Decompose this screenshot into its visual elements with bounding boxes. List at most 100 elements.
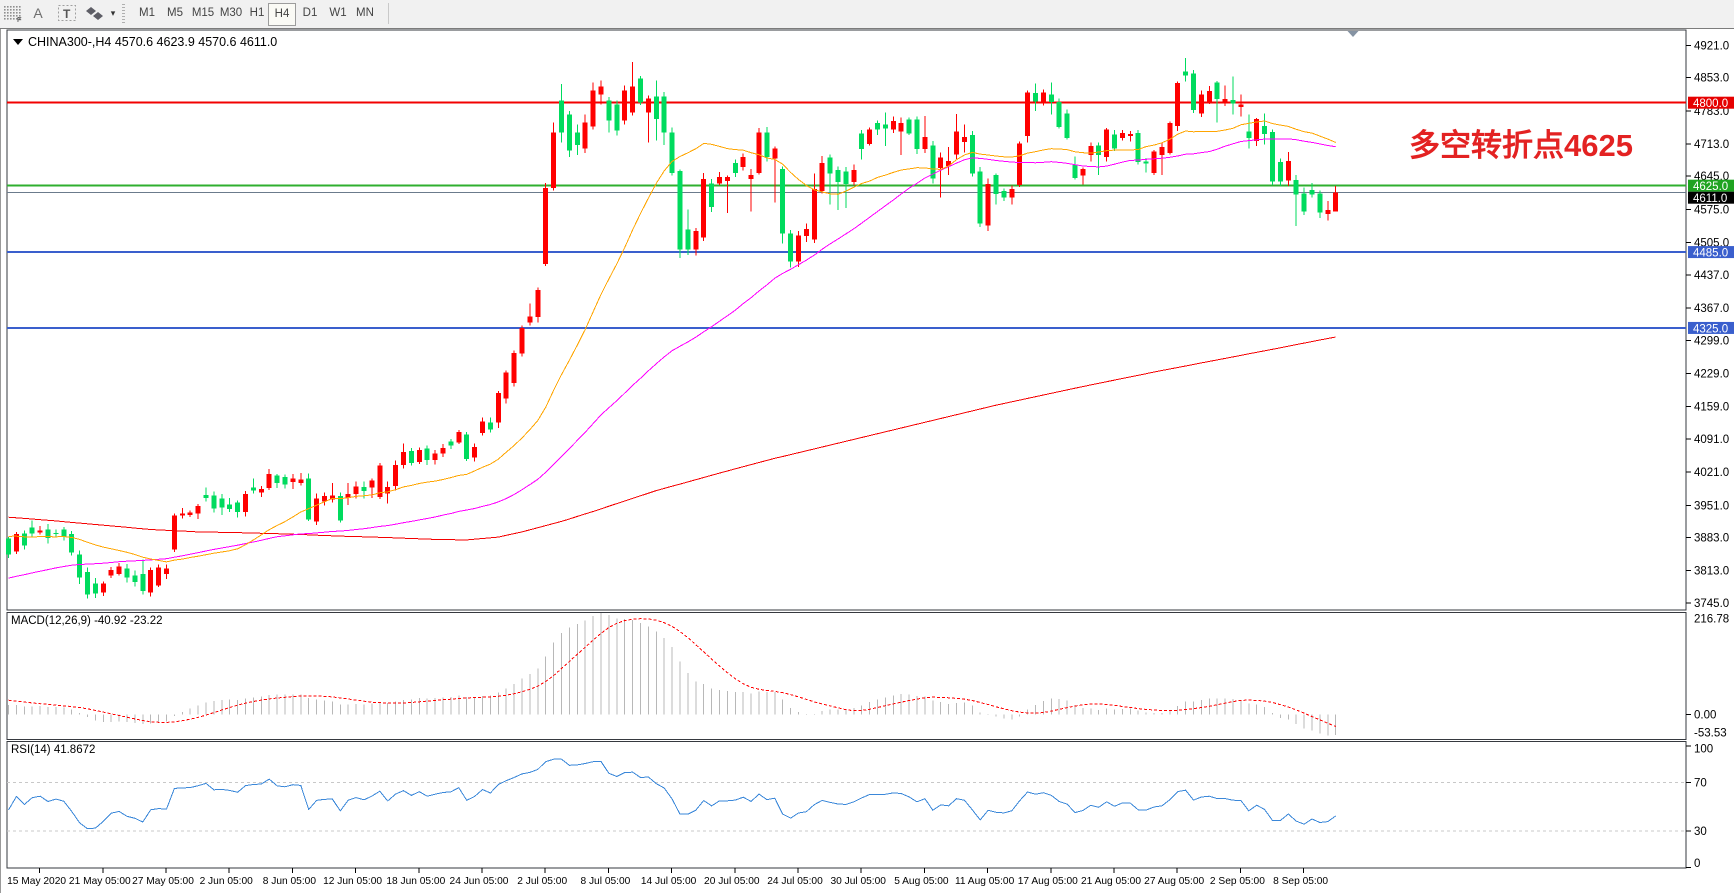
candle-body <box>985 183 991 226</box>
candle-body <box>614 104 620 131</box>
svg-text:F: F <box>17 15 22 24</box>
time-axis-label: 21 May 05:00 <box>69 876 131 887</box>
timeframe-button-h1[interactable]: H1 <box>249 7 265 19</box>
candle-body <box>258 489 264 493</box>
candle-body <box>211 495 217 509</box>
candle-body <box>179 513 185 516</box>
candle-body <box>653 96 659 119</box>
font-a-icon[interactable]: A <box>33 5 43 21</box>
main-pane[interactable] <box>6 29 1687 611</box>
price-badge-4325.0 <box>1688 321 1734 334</box>
candle-body <box>282 476 288 485</box>
time-axis-label: 12 Jun 05:00 <box>323 876 382 887</box>
chart-shift-marker-icon[interactable] <box>1347 31 1359 37</box>
candle-body <box>598 86 604 95</box>
timeframe-button-m1[interactable]: M1 <box>139 7 155 19</box>
candle-body <box>92 583 98 594</box>
candle-body <box>464 434 470 459</box>
candle-body <box>1112 134 1117 149</box>
macd-pane[interactable] <box>6 612 1687 740</box>
rsi-pane[interactable] <box>6 741 1687 869</box>
candle-body <box>590 90 596 127</box>
candle-body <box>440 447 446 454</box>
candle-body <box>961 136 967 143</box>
candle-body <box>1167 123 1173 153</box>
timeframe-button-h4[interactable]: H4 <box>268 3 296 26</box>
price-axis-label: 3745.0 <box>1694 598 1729 610</box>
annotation-text[interactable]: 多空转折点4625 <box>1409 128 1633 163</box>
candle-body <box>361 486 367 492</box>
rsi-axis-label: 70 <box>1694 777 1707 789</box>
candle-body <box>1270 132 1275 182</box>
time-axis-label: 27 May 05:00 <box>132 876 194 887</box>
candle-body <box>298 479 304 484</box>
candle-body <box>1001 190 1007 198</box>
candle-body <box>322 495 327 502</box>
timeframe-button-m15[interactable]: M15 <box>191 7 215 19</box>
price-axis-label: 4713.0 <box>1694 139 1729 151</box>
candle-body <box>495 392 501 423</box>
candle-body <box>946 161 952 167</box>
candle-body <box>1143 161 1149 164</box>
candle-body <box>882 124 888 129</box>
candle-body <box>906 119 912 134</box>
timeframe-button-w1[interactable]: W1 <box>329 7 347 19</box>
candle-body <box>164 568 169 575</box>
candle-body <box>13 534 19 552</box>
price-axis-label: 4091.0 <box>1694 434 1729 446</box>
candle-body <box>487 422 493 430</box>
candle-body <box>393 464 399 486</box>
candle-body <box>669 132 675 173</box>
grid-f-icon[interactable]: F <box>2 3 24 24</box>
price-badge-label: 4325.0 <box>1693 323 1728 335</box>
candle-body <box>53 532 59 534</box>
candle-body <box>148 569 154 593</box>
price-axis-label: 4575.0 <box>1694 204 1729 216</box>
candle-body <box>875 123 880 130</box>
candle-body <box>290 478 296 483</box>
price-axis-label: 3883.0 <box>1694 533 1729 545</box>
candle-body <box>1285 161 1291 181</box>
candle-body <box>724 177 730 181</box>
price-badge-label: 4485.0 <box>1693 248 1728 260</box>
ma-fast-line <box>8 120 1336 563</box>
candle-body <box>543 188 549 264</box>
macd-axis-min: -53.53 <box>1694 728 1727 740</box>
candle-body <box>1040 92 1046 103</box>
timeframe-button-m5[interactable]: M5 <box>167 7 183 19</box>
price-badge-label: 4625.0 <box>1693 181 1728 193</box>
price-axis-label: 4853.0 <box>1694 73 1729 85</box>
time-axis-label: 24 Jun 05:00 <box>450 876 509 887</box>
candle-body <box>1301 193 1307 212</box>
candle-body <box>503 372 509 399</box>
candle-body <box>535 290 541 318</box>
timeframe-button-mn[interactable]: MN <box>356 7 374 19</box>
toolbar: F A T ▾ M1 M5 M15 M30 H1 H4 D1 W1 MN <box>0 0 1734 28</box>
rsi-axis-label: 100 <box>1694 743 1713 755</box>
timeframe-button-m30[interactable]: M30 <box>219 7 243 19</box>
toolbar-dropdown-arrow[interactable]: ▾ <box>110 8 116 18</box>
price-axis-label: 4437.0 <box>1694 270 1729 282</box>
price-axis-label: 4229.0 <box>1694 368 1729 380</box>
candle-body <box>1262 125 1268 134</box>
candle-body <box>1183 71 1189 76</box>
candle-body <box>132 575 138 583</box>
candle-body <box>930 145 936 179</box>
price-badge-4625.0 <box>1688 179 1734 192</box>
candle-body <box>1246 131 1252 138</box>
time-axis-label: 30 Jul 05:00 <box>830 876 886 887</box>
time-axis-label: 27 Aug 05:00 <box>1144 876 1204 887</box>
price-axis-label: 4921.0 <box>1694 40 1729 52</box>
candle-body <box>337 495 343 521</box>
symbol-dropdown-icon[interactable] <box>13 39 23 45</box>
timeframe-button-d1[interactable]: D1 <box>302 7 318 19</box>
time-axis-label: 8 Jul 05:00 <box>580 876 630 887</box>
candle-body <box>1238 104 1244 107</box>
text-t-icon[interactable]: T <box>55 3 79 24</box>
shapes-icon[interactable] <box>84 3 106 24</box>
ma-mid-line <box>8 138 1336 579</box>
candle-body <box>740 156 746 168</box>
candle-body <box>1104 129 1110 157</box>
